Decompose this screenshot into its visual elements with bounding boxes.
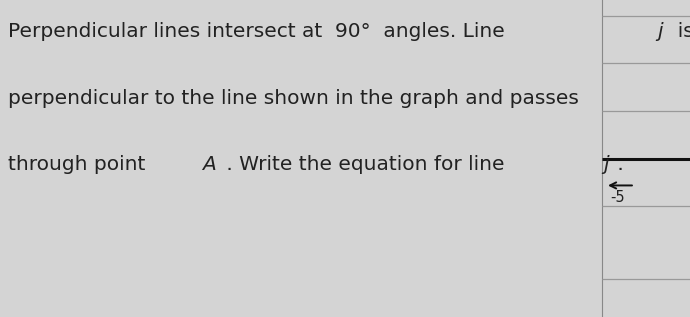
Text: j: j xyxy=(603,155,609,174)
Text: through point: through point xyxy=(8,155,159,174)
Text: -5: -5 xyxy=(610,190,624,205)
Text: Perpendicular lines intersect at  90°  angles. Line: Perpendicular lines intersect at 90° ang… xyxy=(8,22,511,41)
Text: .: . xyxy=(611,155,623,174)
Text: j: j xyxy=(658,22,663,41)
Text: is: is xyxy=(664,22,690,41)
Text: perpendicular to the line shown in the graph and passes: perpendicular to the line shown in the g… xyxy=(8,89,579,108)
Text: A: A xyxy=(202,155,216,174)
Text: . Write the equation for line: . Write the equation for line xyxy=(219,155,517,174)
